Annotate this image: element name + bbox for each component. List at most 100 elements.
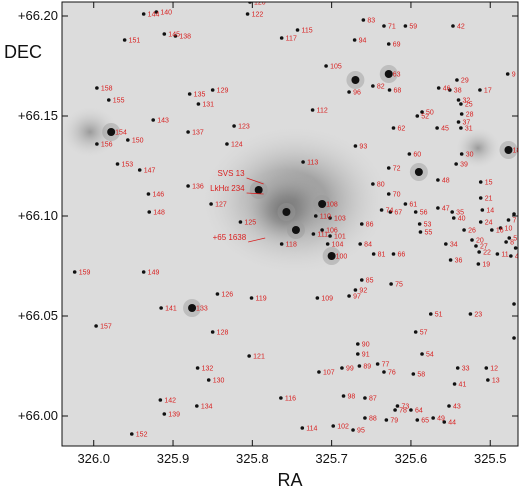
source-label: 40 xyxy=(458,216,466,223)
source-point xyxy=(484,366,489,370)
source-label: 48 xyxy=(442,178,450,185)
source-label: 136 xyxy=(192,184,204,191)
source-point xyxy=(356,352,360,356)
source-label: 38 xyxy=(454,88,462,95)
source-label: 82 xyxy=(377,84,385,91)
source-label: 62 xyxy=(397,126,405,133)
source-label: 65 xyxy=(421,418,429,425)
source-label: 114 xyxy=(306,426,317,433)
source-point xyxy=(209,202,213,206)
source-label: 49 xyxy=(437,416,445,423)
source-point xyxy=(151,118,155,122)
source-label: 18 xyxy=(512,148,520,155)
source-label: 74 xyxy=(386,208,394,215)
source-point xyxy=(455,78,459,82)
source-label: 128 xyxy=(217,330,229,337)
y-axis: +66.20 +66.15 +66.10 +66.05 +66.00 xyxy=(18,8,518,423)
source-label: 36 xyxy=(455,258,463,265)
source-point xyxy=(301,160,305,164)
source-point xyxy=(361,18,366,22)
source-label: 147 xyxy=(144,168,156,175)
source-point xyxy=(413,210,418,214)
source-label: 7 xyxy=(512,218,516,225)
source-label: 145 xyxy=(168,32,180,39)
source-label: 92 xyxy=(359,288,367,295)
source-label: 113 xyxy=(307,160,318,167)
source-point xyxy=(359,278,364,282)
source-label: 122 xyxy=(252,12,264,19)
source-label: 55 xyxy=(424,230,432,237)
source-point xyxy=(375,362,380,366)
source-point xyxy=(512,302,516,306)
bright-star xyxy=(282,208,291,216)
source-point xyxy=(413,330,418,334)
source-point xyxy=(72,270,77,274)
source-label: 85 xyxy=(366,278,374,285)
named-source-label: LkHα 234 xyxy=(210,184,245,193)
source-label: 67 xyxy=(394,210,402,217)
source-point xyxy=(357,364,362,368)
source-point xyxy=(478,180,483,184)
source-point xyxy=(300,426,305,430)
source-point xyxy=(403,24,408,28)
source-point xyxy=(129,432,134,436)
source-point xyxy=(474,244,478,248)
source-point xyxy=(249,296,254,300)
source-point xyxy=(505,72,510,76)
source-point xyxy=(190,306,194,310)
source-point xyxy=(173,34,178,38)
source-point xyxy=(141,12,146,16)
source-label: 159 xyxy=(79,270,91,277)
source-label: 73 xyxy=(401,404,409,411)
source-label: 118 xyxy=(286,242,297,249)
source-label: 14 xyxy=(486,208,494,215)
source-label: 20 xyxy=(476,238,484,245)
source-label: 101 xyxy=(334,234,346,241)
source-point xyxy=(147,210,152,214)
source-label: 97 xyxy=(353,294,361,301)
source-label: 34 xyxy=(450,242,458,249)
source-label: 124 xyxy=(231,142,243,149)
source-label: 144 xyxy=(148,12,160,19)
bright-star xyxy=(291,226,300,234)
source-point xyxy=(386,72,391,76)
source-point xyxy=(435,126,439,130)
source-label: 68 xyxy=(394,88,402,95)
source-label: 27 xyxy=(480,244,488,251)
source-label: 32 xyxy=(463,98,471,105)
source-label: 156 xyxy=(101,142,113,149)
source-point xyxy=(371,84,375,88)
source-point xyxy=(371,252,376,256)
source-label: 123 xyxy=(238,124,250,131)
source-point xyxy=(386,166,391,170)
source-point xyxy=(371,182,375,186)
source-point xyxy=(146,192,151,196)
source-point xyxy=(115,162,120,166)
source-point xyxy=(444,242,448,246)
source-label: 96 xyxy=(353,90,361,97)
x-tick-label: 325.5 xyxy=(474,451,507,466)
source-point xyxy=(468,312,473,316)
source-label: 76 xyxy=(388,370,396,377)
nebula-halo-left xyxy=(62,107,118,157)
source-point xyxy=(451,216,456,220)
source-label: 121 xyxy=(253,354,265,361)
source-label: 120 xyxy=(254,0,266,7)
source-point xyxy=(186,130,190,134)
source-point xyxy=(247,354,251,358)
source-label: 52 xyxy=(421,114,429,121)
source-label: 78 xyxy=(399,408,407,415)
source-point xyxy=(459,112,464,116)
source-point xyxy=(456,98,461,102)
source-point xyxy=(279,36,284,40)
source-label: 105 xyxy=(330,64,342,71)
source-label: 89 xyxy=(363,364,371,371)
source-label: 59 xyxy=(409,24,417,31)
source-point xyxy=(328,234,332,238)
source-point xyxy=(215,292,220,296)
source-label: 53 xyxy=(424,222,432,229)
source-label: 77 xyxy=(382,362,390,369)
source-point xyxy=(431,416,435,420)
source-point xyxy=(478,196,483,200)
source-label: 115 xyxy=(302,28,313,35)
